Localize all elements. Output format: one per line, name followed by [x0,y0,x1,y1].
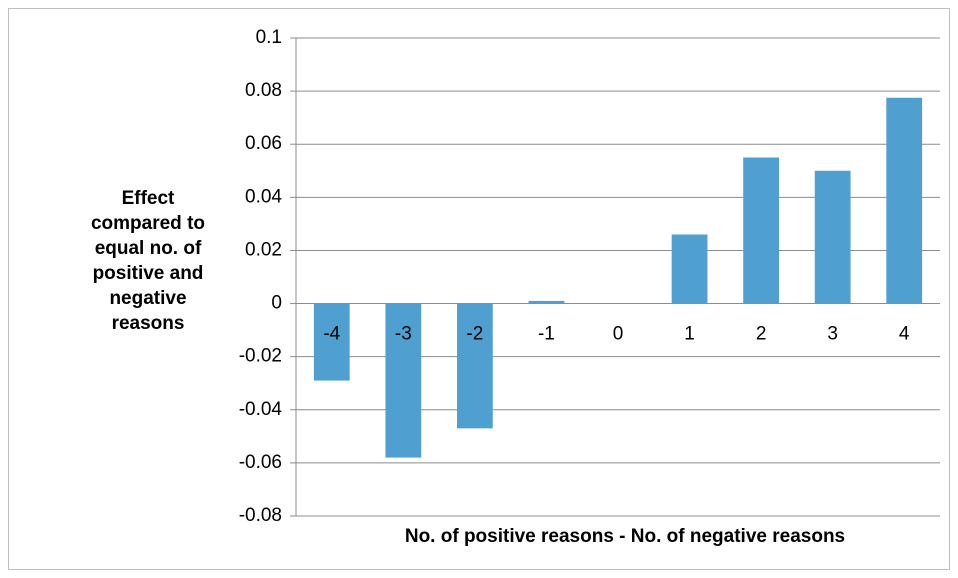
bar [743,157,779,304]
x-tick-label: -4 [323,324,340,345]
x-tick-label: -1 [538,324,555,345]
chart-border [8,8,950,570]
y-tick-label: 0.06 [245,133,282,154]
x-tick-label: 4 [899,324,910,345]
bar [671,234,708,304]
x-tick-label: 0 [613,324,624,345]
bar [385,303,422,458]
x-tick-label: 2 [756,324,767,345]
bar [313,303,350,381]
x-tick-label: 3 [827,324,838,345]
y-tick-label: -0.04 [239,399,283,420]
bar [528,300,565,304]
x-tick-label: -3 [395,324,412,345]
x-tick-label: 1 [684,324,695,345]
y-tick-label: 0.02 [245,239,282,260]
y-axis-title: Effect compared to equal no. of positive… [90,188,206,334]
bar [886,97,923,304]
bar [814,170,851,304]
y-tick-label: -0.02 [239,346,282,367]
y-tick-label: 0.1 [256,27,282,48]
x-axis-title: No. of positive reasons - No. of negativ… [405,526,845,547]
y-tick-label: 0 [271,293,282,314]
bar [457,303,493,429]
y-tick-label: 0.08 [245,80,282,101]
y-tick-label: -0.08 [239,505,282,526]
y-tick-label: 0.04 [245,186,282,207]
y-tick-label: -0.06 [239,452,282,473]
x-tick-label: -2 [466,324,483,345]
